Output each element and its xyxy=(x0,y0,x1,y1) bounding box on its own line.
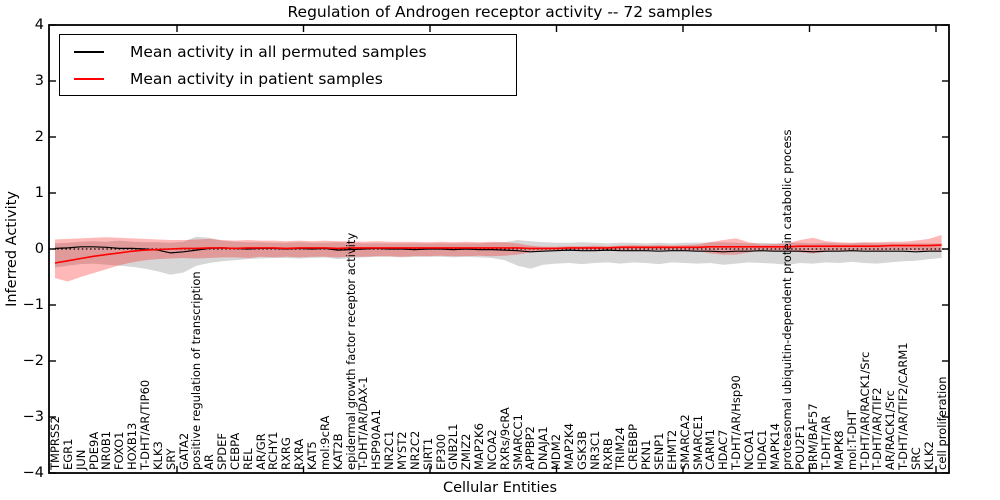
x-tick-label: POU2F1 xyxy=(793,424,808,470)
x-tick-label: JUN xyxy=(73,449,88,470)
x-tick-label: mol:9cRA xyxy=(317,415,332,470)
x-tick-label: T-DHT/AR/DAX-1 xyxy=(356,376,371,470)
x-tick-label: PKN1 xyxy=(639,439,654,470)
x-tick-label: RXRB xyxy=(600,438,615,470)
legend-row-permuted: Mean activity in all permuted samples xyxy=(60,38,516,65)
x-tick-label: NR2C2 xyxy=(407,430,422,470)
y-tick-label: 0 xyxy=(34,241,44,257)
y-tick-label: 4 xyxy=(34,17,44,33)
x-tick-label: APPBP2 xyxy=(523,426,538,470)
x-tick-label: T-DHT/AR/TIF2 xyxy=(870,387,885,470)
x-tick-label: ZMIZ2 xyxy=(459,433,474,470)
x-tick-label: NR0B1 xyxy=(99,430,114,470)
x-tick-label: EGR1 xyxy=(60,438,75,471)
legend-label-permuted: Mean activity in all permuted samples xyxy=(130,42,427,61)
x-tick-label: T-DHT/AR/TIF2/CARM1 xyxy=(896,342,911,470)
x-tick-label: HOXB13 xyxy=(125,422,140,470)
y-tick-label: −4 xyxy=(22,465,44,481)
x-tick-label: GATA2 xyxy=(176,432,191,470)
permuted-mean-line xyxy=(54,246,942,254)
x-tick-label: NR2C1 xyxy=(382,430,397,470)
x-tick-label: KLK2 xyxy=(921,441,936,470)
x-tick-label: DNAJA1 xyxy=(536,426,551,470)
x-tick-label: AR/RACK1/Src xyxy=(883,390,898,470)
x-tick-label: KAT2B xyxy=(330,433,345,470)
x-tick-label: NR3C1 xyxy=(587,430,602,470)
x-tick-label: AR xyxy=(202,454,217,470)
x-tick-label: HDAC7 xyxy=(716,429,731,470)
y-tick-label: −3 xyxy=(22,409,44,425)
x-tick-label: cell proliferation xyxy=(934,376,949,470)
x-tick-label: T-DHT/AR/TIP60 xyxy=(137,379,152,470)
x-tick-label: T-DHT/AR/Hsp90 xyxy=(729,375,744,470)
x-tick-label: HDAC1 xyxy=(754,429,769,470)
x-tick-label: MYST2 xyxy=(394,431,409,470)
x-tick-label: SIRT1 xyxy=(420,437,435,470)
y-tick-label: 1 xyxy=(34,185,44,201)
x-tick-label: NCOA2 xyxy=(484,429,499,470)
x-tick-label: REL xyxy=(240,448,255,470)
x-tick-label: BRM/BAF57 xyxy=(806,403,821,470)
patient-mean-line xyxy=(54,244,942,264)
x-tick-label: SRC xyxy=(908,447,923,470)
y-tick-label: −2 xyxy=(22,353,44,369)
x-tick-label: SPDEF xyxy=(215,433,230,470)
x-tick-label: positive regulation of transcription xyxy=(189,271,204,470)
x-tick-label: NCOA1 xyxy=(741,429,756,470)
x-tick-label: AR/GR xyxy=(253,433,268,470)
x-tick-label: MAP2K6 xyxy=(472,423,487,470)
x-tick-label: EP300 xyxy=(433,433,448,470)
legend-line-patient-icon xyxy=(74,77,104,80)
x-tick-label: epidermal growth factor receptor activit… xyxy=(343,232,358,470)
x-tick-label: MAPK8 xyxy=(831,430,846,470)
x-tick-label: SMARCA2 xyxy=(677,414,692,470)
x-tick-label: RXRA xyxy=(292,438,307,470)
x-tick-label: TRIM24 xyxy=(613,427,628,470)
y-tick-label: −1 xyxy=(22,297,44,313)
x-tick-label: mol:T-DHT xyxy=(844,410,859,470)
x-tick-label: TMPRSS2 xyxy=(48,416,62,470)
x-tick-label: EHMT2 xyxy=(664,429,679,470)
legend-label-patient: Mean activity in patient samples xyxy=(130,69,383,88)
x-tick-label: SMARCE1 xyxy=(690,414,705,470)
legend-line-permuted-icon xyxy=(74,50,104,53)
x-tick-label: SENP1 xyxy=(651,432,666,470)
x-tick-label: CEBPA xyxy=(227,432,242,470)
x-tick-label: CREBBP xyxy=(626,424,641,470)
x-axis-label: Cellular Entities xyxy=(442,480,558,496)
x-tick-label: CARM1 xyxy=(703,428,718,470)
x-tick-label: RCHY1 xyxy=(266,431,281,470)
x-tick-label: KAT5 xyxy=(305,441,319,470)
legend-row-patient: Mean activity in patient samples xyxy=(60,65,516,92)
y-tick-label: 2 xyxy=(34,129,44,145)
x-tick-label: MAP2K4 xyxy=(562,423,576,470)
y-tick-label: 3 xyxy=(34,73,44,89)
x-tick-label: T-DHT/AR xyxy=(819,415,833,470)
legend: Mean activity in all permuted samples Me… xyxy=(59,34,517,96)
chart-title: Regulation of Androgen receptor activity… xyxy=(287,3,713,21)
x-tick-label: FOXO1 xyxy=(112,431,127,470)
x-tick-label: proteasomal ubiquitin-dependent protein … xyxy=(780,129,795,470)
x-tick-label: MDM2 xyxy=(549,433,564,470)
x-tick-label: T-DHT/AR/RACK1/Src xyxy=(857,351,872,470)
x-tick-label: SRY xyxy=(163,448,178,470)
x-tick-label: PDE9A xyxy=(86,431,101,470)
x-tick-label: GNB2L1 xyxy=(446,423,461,470)
x-tick-label: GSK3B xyxy=(574,431,589,470)
x-tick-label: SMARCC1 xyxy=(510,414,525,470)
x-tick-label: KLK3 xyxy=(150,441,165,470)
x-tick-label: RXRs/9cRA xyxy=(497,407,512,470)
x-tick-label: HSP90AA1 xyxy=(369,409,384,470)
x-tick-label: RXRG xyxy=(279,437,294,470)
x-tick-label: MAPK14 xyxy=(767,423,782,470)
